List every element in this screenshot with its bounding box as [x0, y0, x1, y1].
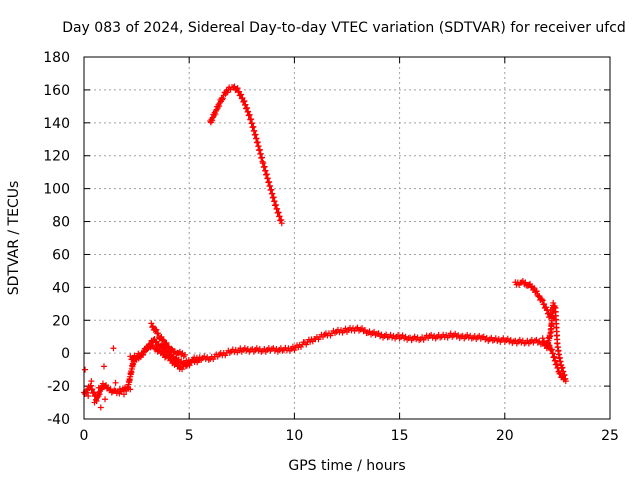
data-point-high-arc: [212, 111, 219, 118]
y-tick-label: 140: [43, 116, 70, 132]
data-point-high-arc: [209, 117, 216, 124]
data-point-late-arc: [522, 279, 529, 286]
x-tick-label: 0: [80, 428, 89, 444]
y-tick-label: -40: [47, 412, 70, 428]
data-point-upper-branch: [155, 330, 162, 337]
data-point-high-arc: [224, 89, 231, 96]
data-point-upper-branch: [153, 326, 160, 333]
y-tick-label: 0: [61, 346, 70, 362]
data-point-high-arc: [212, 107, 219, 114]
data-point-lower-branch: [144, 346, 151, 353]
data-point-main-band: [342, 325, 349, 332]
data-point-high-arc: [216, 103, 223, 110]
data-point-upper-branch: [163, 339, 170, 346]
data-point-lower-branch: [196, 356, 203, 363]
y-tick-label: 20: [52, 313, 70, 329]
data-point-late-tail: [550, 299, 557, 306]
plot-frame: [83, 56, 611, 420]
y-tick-label: 100: [43, 182, 70, 198]
grid: [84, 57, 610, 419]
axis-ticks: 0 5 10 15 20 25 -40 -20 0 20 40 60 80 100 120 140 160 180: [43, 50, 619, 444]
data-point-late-arc: [541, 301, 548, 308]
y-tick-label: -20: [47, 379, 70, 395]
y-tick-label: 160: [43, 83, 70, 99]
data-point-scatter-points: [116, 386, 123, 393]
data-point-late-tail: [539, 335, 546, 342]
data-point-lower-branch: [150, 342, 157, 349]
y-tick-label: 60: [52, 247, 70, 263]
data-point-main-band: [89, 386, 96, 393]
data-point-scatter-points: [95, 384, 102, 391]
data-point-late-arc: [533, 288, 540, 295]
data-point-late-arc: [539, 297, 546, 304]
chart-title: Day 083 of 2024, Sidereal Day-to-day VTE…: [62, 20, 626, 36]
data-point-scatter-points: [85, 392, 92, 399]
x-tick-label: 5: [185, 428, 194, 444]
x-tick-label: 15: [391, 428, 409, 444]
data-point-scatter-points: [120, 391, 127, 398]
y-tick-label: 120: [43, 149, 70, 165]
data-point-lower-branch: [182, 363, 189, 370]
y-tick-label: 40: [52, 280, 70, 296]
data-point-main-band: [111, 387, 118, 394]
x-tick-label: 25: [601, 428, 619, 444]
data-point-scatter-points: [100, 363, 107, 370]
data-point-high-arc: [239, 94, 246, 101]
data-points: [81, 83, 569, 411]
data-point-high-arc: [278, 220, 285, 227]
data-point-high-arc: [238, 91, 245, 98]
data-point-lower-branch: [139, 351, 146, 358]
x-tick-label: 10: [285, 428, 303, 444]
data-point-main-band: [359, 325, 366, 332]
data-point-upper-branch: [181, 351, 188, 358]
data-point-scatter-points: [110, 345, 117, 352]
data-point-main-band: [362, 326, 369, 333]
y-axis-label: SDTVAR / TECUs: [6, 181, 22, 296]
data-point-main-band: [91, 389, 98, 396]
data-point-upper-branch: [168, 345, 175, 352]
y-tick-label: 180: [43, 50, 70, 66]
data-point-scatter-points: [88, 378, 95, 385]
data-point-late-arc: [538, 296, 545, 303]
y-tick-label: 80: [52, 215, 70, 231]
data-point-scatter-points: [123, 388, 130, 395]
data-point-main-band: [289, 343, 296, 350]
data-point-high-arc: [219, 96, 226, 103]
data-point-upper-branch: [160, 336, 167, 343]
data-point-late-arc: [536, 293, 543, 300]
data-point-late-tail: [541, 338, 548, 345]
data-point-late-arc: [543, 304, 550, 311]
data-point-main-band: [83, 389, 90, 396]
x-tick-label: 20: [496, 428, 514, 444]
data-point-late-tail: [562, 378, 569, 385]
x-axis-label: GPS time / hours: [288, 458, 405, 474]
data-point-high-arc: [219, 95, 226, 102]
data-point-scatter-points: [97, 404, 104, 411]
data-point-scatter-points: [91, 399, 98, 406]
data-point-scatter-points: [102, 396, 109, 403]
data-point-scatter-points: [112, 379, 119, 386]
data-point-high-arc: [234, 85, 241, 92]
data-point-scatter-points: [127, 386, 134, 393]
data-point-scatter-points: [82, 366, 89, 373]
data-point-main-band: [371, 328, 378, 335]
data-point-late-arc: [531, 285, 538, 292]
